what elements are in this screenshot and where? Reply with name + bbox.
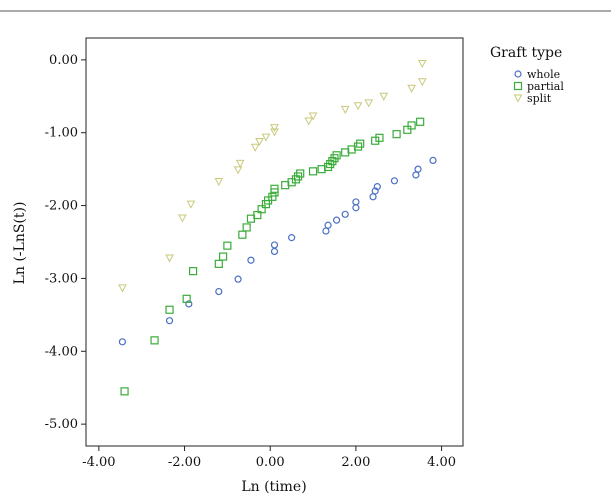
data-point-whole [352,198,360,206]
data-point-split [379,92,389,101]
data-point-partial [242,223,251,232]
data-point-whole [412,171,420,179]
data-point-split [178,214,187,223]
y-tick-label: -3.00 [45,271,78,286]
data-point-split [270,124,279,133]
data-point-whole [414,165,422,173]
y-tick-label: 0.00 [49,53,78,68]
data-point-partial [165,305,174,314]
data-point-split [417,60,427,69]
data-point-partial [253,210,262,220]
data-point-whole [390,177,399,185]
data-point-partial [403,125,412,134]
data-point-whole [352,204,360,212]
data-point-partial [392,130,401,139]
data-point-partial [189,267,198,276]
data-point-whole [429,156,437,164]
data-point-split [353,102,363,111]
data-point-split [235,159,245,168]
data-point-split [261,133,271,142]
data-point-split [214,178,224,187]
data-point-split [250,143,260,152]
legend-title: Graft type [490,45,562,61]
data-point-partial [218,252,228,261]
data-point-split [364,99,374,108]
data-points [118,60,437,396]
data-point-partial [407,121,416,130]
data-point-whole [288,234,296,242]
data-point-split [255,137,264,147]
data-point-partial [238,230,247,239]
x-tick-label: -4.00 [82,455,115,470]
data-point-whole [324,221,332,229]
data-point-split [308,112,318,121]
data-point-split [233,166,243,175]
y-tick-label: -5.00 [45,417,78,432]
legend-marker-partial [513,81,523,91]
legend-marker-whole [514,70,522,78]
data-point-partial [223,241,232,250]
data-point-whole [185,300,193,308]
data-point-partial [332,151,341,160]
data-point-partial [308,167,318,176]
data-point-partial [375,133,384,142]
data-point-split [165,254,174,263]
data-point-whole [247,256,255,264]
data-point-whole [322,227,330,235]
y-tick-label: -2.00 [45,199,78,214]
data-point-whole [165,317,174,325]
x-tick-label: -2.00 [168,455,201,470]
plot-frame [85,37,464,447]
data-point-partial [416,117,425,126]
data-point-whole [215,287,223,296]
data-point-whole [270,241,279,249]
data-point-whole [333,216,341,224]
data-point-partial [356,139,365,148]
data-point-partial [120,387,129,396]
legend-label-partial: partial [527,80,564,93]
data-point-split [304,117,314,126]
data-point-partial [296,169,305,178]
data-point-partial [257,205,266,214]
x-tick-label: 0.00 [256,455,285,470]
y-axis-title: Ln (-LnS(t)) [12,202,28,285]
x-tick-label: 4.00 [427,455,456,470]
y-axis: 0.00 -1.00 -2.00 -3.00 -4.00 -5.00 [45,53,86,432]
data-point-whole [373,183,381,191]
data-point-split [417,78,427,87]
y-tick-label: -4.00 [45,344,78,359]
data-point-whole [341,210,349,218]
data-point-split [118,284,127,293]
data-point-split [270,128,279,137]
data-point-split [407,84,416,93]
x-axis: -4.00 -2.00 0.00 2.00 4.00 [82,446,456,470]
legend-label-whole: whole [527,68,560,81]
data-point-split [186,200,196,209]
legend-marker-split [513,94,523,103]
data-point-partial [270,184,279,193]
data-point-whole [234,275,242,283]
data-point-partial [214,259,223,268]
data-point-whole [369,193,377,201]
y-tick-label: -1.00 [45,126,78,141]
legend-label-split: split [527,92,552,105]
data-point-split [340,105,350,114]
data-point-partial [150,336,159,345]
data-point-partial [182,294,191,303]
x-axis-title: Ln (time) [241,479,306,495]
x-tick-label: 2.00 [341,455,370,470]
data-point-whole [270,247,279,256]
data-point-partial [268,192,277,201]
data-point-whole [118,338,127,346]
